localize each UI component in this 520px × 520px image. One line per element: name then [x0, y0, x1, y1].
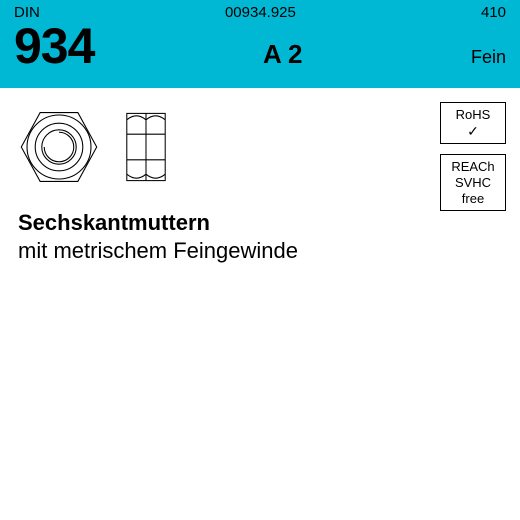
rohs-badge: RoHS ✓	[440, 102, 506, 144]
hex-nut-side-icon	[114, 106, 178, 188]
header-bottom-row: 934 A 2 Fein	[0, 21, 520, 77]
product-subtitle: mit metrischem Feingewinde	[18, 238, 506, 264]
content-area: RoHS ✓ REACh SVHC free Sechskantmuttern …	[0, 88, 520, 278]
hex-nut-front-icon	[18, 106, 100, 188]
reach-line2: SVHC	[443, 175, 503, 191]
material-label: A 2	[263, 39, 303, 70]
thread-label: Fein	[471, 47, 506, 68]
din-number: 934	[14, 21, 94, 71]
reach-line1: REACh	[443, 159, 503, 175]
compliance-badges: RoHS ✓ REACh SVHC free	[440, 102, 506, 211]
reach-badge: REACh SVHC free	[440, 154, 506, 211]
product-title: Sechskantmuttern	[18, 210, 506, 236]
title-block: Sechskantmuttern mit metrischem Feingewi…	[14, 188, 506, 264]
header-bar: DIN 00934.925 410 934 A 2 Fein	[0, 0, 520, 88]
part-number: 00934.925	[225, 4, 296, 21]
rohs-label: RoHS	[443, 107, 503, 123]
check-icon: ✓	[443, 123, 503, 140]
reach-line3: free	[443, 191, 503, 207]
diagram-row	[14, 102, 506, 188]
code-right: 410	[481, 4, 506, 21]
